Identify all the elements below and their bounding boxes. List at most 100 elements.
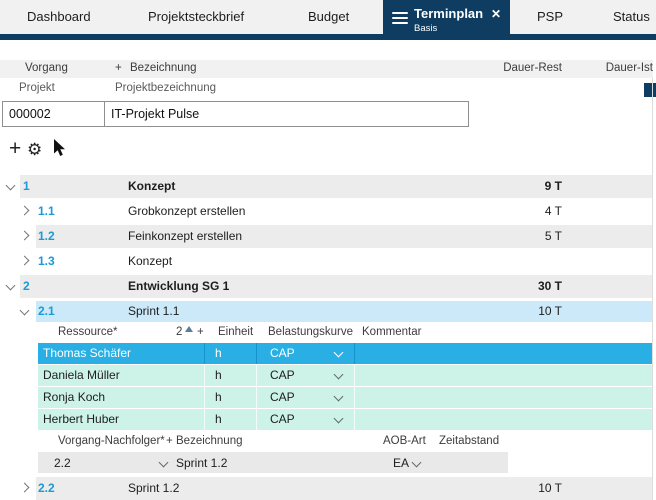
- task-name: Konzept: [128, 254, 173, 268]
- resource-row[interactable]: Daniela Müller h CAP: [38, 365, 652, 386]
- task-number[interactable]: 2.2: [38, 481, 55, 495]
- chevron-right-icon[interactable]: [19, 205, 30, 216]
- close-icon[interactable]: ✕: [490, 7, 501, 21]
- task-number[interactable]: 1.3: [38, 254, 55, 268]
- chevron-down-icon[interactable]: [5, 280, 16, 291]
- table-row[interactable]: 1 Konzept 9 T: [0, 175, 652, 198]
- chevron-down-icon[interactable]: [333, 347, 344, 358]
- resource-unit[interactable]: h: [205, 343, 257, 364]
- toolbar: + ⚙: [0, 136, 200, 164]
- belastungskurve-column-header[interactable]: Belastungskurve: [268, 326, 354, 338]
- task-name: Sprint 1.1: [128, 304, 180, 318]
- successor-vorgang-dropdown[interactable]: 2.2: [54, 456, 71, 470]
- add-resource-icon[interactable]: +: [197, 326, 204, 338]
- resource-comment[interactable]: [355, 387, 652, 408]
- resource-name[interactable]: Ronja Koch: [38, 387, 205, 408]
- successor-row[interactable]: 2.2 Sprint 1.2 EA: [38, 452, 508, 473]
- table-row[interactable]: 1.1 Grobkonzept erstellen 4 T: [0, 200, 652, 223]
- chevron-right-icon[interactable]: [19, 255, 30, 266]
- add-successor-icon[interactable]: +: [166, 435, 173, 447]
- gear-icon[interactable]: ⚙: [27, 140, 43, 159]
- resource-unit[interactable]: h: [205, 365, 257, 386]
- load-curve-dropdown[interactable]: CAP: [257, 387, 355, 408]
- kommentar-column-header[interactable]: Kommentar: [362, 326, 422, 338]
- task-number[interactable]: 2.1: [38, 304, 55, 318]
- project-label-row: Projekt Projektbezeichnung: [0, 82, 656, 96]
- sort-order-number[interactable]: 2: [176, 326, 183, 338]
- table-row[interactable]: 2.2 Sprint 1.2 10 T: [0, 477, 652, 500]
- add-column-icon[interactable]: +: [115, 62, 122, 74]
- zeitabstand-column-header[interactable]: Zeitabstand: [439, 435, 500, 447]
- tab-projektsteckbrief[interactable]: Projektsteckbrief: [148, 9, 245, 24]
- column-header-row: Vorgang + Bezeichnung Dauer-Rest Dauer-I…: [0, 60, 653, 78]
- table-row-selected[interactable]: 2.1 Sprint 1.1 10 T: [0, 301, 652, 322]
- task-duration: 9 T: [544, 179, 562, 193]
- table-right-border: [652, 60, 653, 500]
- resource-comment[interactable]: [355, 343, 652, 364]
- chevron-right-icon[interactable]: [19, 230, 30, 241]
- resource-row[interactable]: Herbert Huber h CAP: [38, 409, 652, 430]
- task-duration: 5 T: [544, 229, 562, 243]
- resource-name[interactable]: Daniela Müller: [38, 365, 205, 386]
- resource-comment[interactable]: [355, 365, 652, 386]
- tab-status[interactable]: Status: [613, 9, 650, 24]
- table-row[interactable]: 2 Entwicklung SG 1 30 T: [0, 275, 652, 298]
- chevron-down-icon[interactable]: [5, 180, 16, 191]
- load-curve-dropdown[interactable]: CAP: [257, 343, 355, 364]
- sort-ascending-icon[interactable]: [185, 326, 193, 332]
- project-input-group: 000002 IT-Projekt Pulse: [2, 101, 469, 127]
- chevron-down-icon[interactable]: [333, 391, 344, 402]
- active-tab-label: Terminplan: [414, 6, 484, 21]
- resource-comment[interactable]: [355, 409, 652, 430]
- task-name: Entwicklung SG 1: [128, 279, 230, 293]
- tab-dashboard[interactable]: Dashboard: [27, 9, 91, 24]
- aob-art-column-header[interactable]: AOB-Art: [383, 435, 426, 447]
- column-dauer-rest: Dauer-Rest: [503, 62, 562, 74]
- chevron-down-icon[interactable]: [19, 305, 30, 316]
- load-curve-dropdown[interactable]: CAP: [257, 409, 355, 430]
- right-panel-handle[interactable]: [644, 83, 656, 97]
- tab-psp[interactable]: PSP: [537, 9, 564, 24]
- resource-name[interactable]: Thomas Schäfer: [38, 343, 205, 364]
- projekt-label: Projekt: [19, 82, 55, 94]
- task-number[interactable]: 1.1: [38, 204, 55, 218]
- task-number[interactable]: 1: [23, 179, 30, 193]
- chevron-down-icon[interactable]: [411, 457, 422, 468]
- bezeichnung-column-header[interactable]: Bezeichnung: [176, 435, 243, 447]
- tabbar-bottom-strip: [0, 34, 656, 40]
- chevron-down-icon[interactable]: [333, 413, 344, 424]
- task-duration: 10 T: [538, 481, 562, 495]
- table-row[interactable]: 1.3 Konzept: [0, 250, 652, 273]
- resource-unit[interactable]: h: [205, 387, 257, 408]
- resource-name[interactable]: Herbert Huber: [38, 409, 205, 430]
- tab-budget[interactable]: Budget: [308, 9, 350, 24]
- chevron-down-icon[interactable]: [333, 369, 344, 380]
- add-task-button[interactable]: +: [9, 137, 22, 160]
- tab-terminplan-active[interactable]: Terminplan Basis ✕: [383, 0, 510, 40]
- resource-column-header[interactable]: Ressource*: [58, 326, 118, 338]
- successor-bezeichnung: Sprint 1.2: [176, 456, 228, 470]
- task-name: Konzept: [128, 179, 176, 193]
- aob-art-dropdown[interactable]: EA: [393, 456, 410, 470]
- load-curve-dropdown[interactable]: CAP: [257, 365, 355, 386]
- resource-row-selected[interactable]: Thomas Schäfer h CAP: [38, 343, 652, 364]
- column-vorgang: Vorgang: [25, 62, 68, 74]
- task-number[interactable]: 2: [23, 279, 30, 293]
- resource-unit[interactable]: h: [205, 409, 257, 430]
- successor-row-wrap: 2.2 Sprint 1.2 EA: [38, 452, 652, 473]
- project-id-field[interactable]: 000002: [3, 102, 105, 126]
- resource-row[interactable]: Ronja Koch h CAP: [38, 387, 652, 408]
- nachfolger-column-header[interactable]: Vorgang-Nachfolger*: [58, 435, 165, 447]
- einheit-column-header[interactable]: Einheit: [218, 326, 254, 338]
- hamburger-menu-icon[interactable]: [392, 12, 408, 24]
- cursor-select-icon[interactable]: [53, 139, 66, 162]
- active-tab-sublabel: Basis: [414, 23, 438, 34]
- table-row[interactable]: 1.2 Feinkonzept erstellen 5 T: [0, 225, 652, 248]
- project-name-field[interactable]: IT-Projekt Pulse: [111, 107, 200, 121]
- chevron-down-icon[interactable]: [158, 457, 169, 468]
- task-number[interactable]: 1.2: [38, 229, 55, 243]
- resource-table-header: Ressource* 2 + Einheit Belastungskurve K…: [38, 322, 652, 343]
- task-duration: 10 T: [538, 304, 562, 318]
- chevron-right-icon[interactable]: [19, 482, 30, 493]
